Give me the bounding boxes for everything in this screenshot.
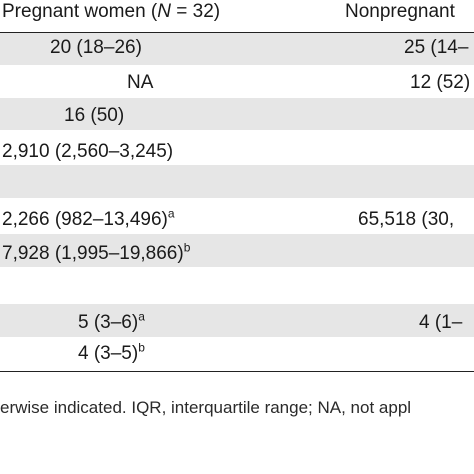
header-n-symbol: N [157,1,171,22]
header-rule [0,32,474,33]
header-pregnant-women: Pregnant women (N = 32) [2,1,220,23]
table-cell: 65,518 (30, [358,209,454,231]
table-cell: 4 (1– [419,312,462,334]
header-pregnant-count: = 32) [170,1,221,22]
row-band-3 [0,98,474,130]
cell-value: 4 (3–5) [78,343,139,364]
footnote-marker: b [138,340,145,355]
cell-value: 5 (3–6) [78,312,139,333]
footnote-marker: a [167,206,175,221]
table-cell: 25 (14– [404,37,468,59]
cell-value: 4 (1– [419,312,463,333]
row-band-1 [0,33,474,65]
footnote-marker: b [183,240,191,255]
table-cell: 12 (52) [410,72,470,94]
table-cell: 5 (3–6)a [78,309,145,334]
table-cell: 2,266 (982–13,496)a [2,206,175,231]
table-cell: 2,910 (2,560–3,245) [2,141,173,163]
table-cell: 20 (18–26) [50,37,142,59]
table-cell: NA [127,72,153,94]
bottom-rule [0,371,474,372]
cell-value: 25 (14– [404,37,469,58]
cell-value: 2,910 (2,560–3,245) [2,141,174,162]
cell-value: 12 (52) [410,72,471,93]
table-cell: 7,928 (1,995–19,866)b [2,240,191,265]
table-cell: 4 (3–5)b [78,340,145,365]
table-footnote: erwise indicated. IQR, interquartile ran… [0,398,412,417]
footnote-marker: a [138,309,145,324]
cell-value: NA [127,72,154,93]
cell-value: 65,518 (30, [358,209,455,230]
header-pregnant-label: Pregnant women ( [2,1,158,22]
row-band-9 [0,304,474,337]
cell-value: 16 (50) [64,105,125,126]
table-cell: 16 (50) [64,105,124,127]
row-band-7 [0,234,474,267]
header-nonpregnant: Nonpregnant [345,1,455,22]
cell-value: 20 (18–26) [50,37,142,58]
row-band-5 [0,165,474,198]
cell-value: 2,266 (982–13,496) [2,209,168,230]
cell-value: 7,928 (1,995–19,866) [2,243,184,264]
